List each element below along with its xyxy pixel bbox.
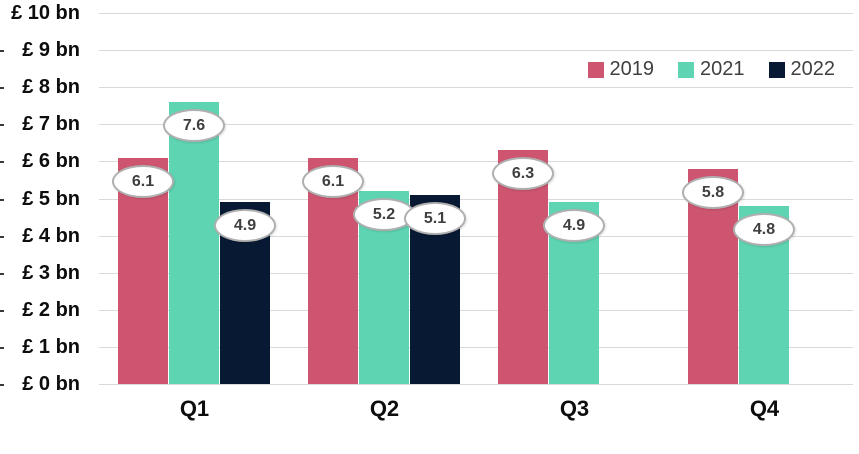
gridline [99, 13, 853, 14]
y-axis-tick-label: £ 7 bn [22, 113, 80, 136]
gridline [99, 87, 853, 89]
y-axis-tick-label: £ 10 bn [11, 2, 80, 24]
legend-item-2021: 2021 [678, 58, 745, 81]
y-axis-tick-label: £ 5 bn [22, 187, 80, 210]
data-label-2019-q4: 5.8 [682, 176, 744, 209]
y-axis-tick-mark [0, 161, 4, 164]
y-axis-tick-label: £ 1 bn [22, 335, 80, 358]
data-label-2019-q1: 6.1 [112, 165, 174, 198]
x-axis-label-q1: Q1 [179, 396, 210, 421]
legend-swatch-2022 [768, 61, 785, 78]
data-label-2019-q3: 6.3 [492, 157, 554, 190]
y-axis-tick-label: £ 3 bn [22, 261, 80, 284]
gridline [99, 272, 853, 274]
gridline [99, 309, 853, 311]
y-axis-tick-label: £ 4 bn [22, 224, 80, 247]
data-label-2022-q2: 5.1 [404, 202, 466, 235]
legend-item-2019: 2019 [587, 58, 655, 81]
y-axis-tick-mark [0, 346, 4, 349]
gridline [99, 124, 853, 126]
y-axis-tick-mark [0, 384, 4, 386]
gridline [99, 235, 853, 237]
x-axis-label-q4: Q4 [749, 396, 780, 421]
x-axis-label-q3: Q3 [559, 396, 590, 421]
gridline [99, 50, 853, 52]
legend-label-2021: 2021 [700, 58, 745, 80]
legend-swatch-2019 [587, 61, 604, 78]
data-label-2021-q1: 7.6 [163, 109, 225, 142]
legend-item-2022: 2022 [768, 58, 836, 81]
chart-legend: 2019 2021 2022 [587, 58, 836, 81]
y-axis-tick-label: £ 0 bn [22, 373, 80, 395]
data-label-2019-q2: 6.1 [302, 165, 364, 198]
y-axis-tick-mark [0, 124, 4, 127]
y-axis-tick-mark [0, 87, 4, 90]
y-axis-tick-label: £ 2 bn [22, 298, 80, 321]
legend-label-2019: 2019 [609, 58, 655, 80]
y-axis-tick-mark [0, 272, 4, 275]
y-axis-tick-mark [0, 50, 4, 53]
gridline [99, 161, 853, 163]
y-axis-tick-label: £ 9 bn [22, 39, 80, 62]
gridline [99, 198, 853, 200]
data-label-2022-q1: 4.9 [214, 209, 276, 242]
x-axis-label-q2: Q2 [369, 396, 400, 421]
y-axis-tick-mark [0, 235, 4, 238]
y-axis-tick-mark [0, 309, 4, 312]
bar-2021-q1 [169, 102, 219, 384]
gridline [99, 384, 853, 385]
y-axis-tick-mark [0, 198, 4, 201]
gridline [99, 346, 853, 348]
legend-label-2022: 2022 [790, 58, 836, 80]
data-label-2021-q4: 4.8 [733, 213, 795, 246]
legend-swatch-2021 [678, 61, 694, 78]
data-label-2021-q3: 4.9 [543, 209, 605, 242]
y-axis-tick-label: £ 8 bn [22, 76, 80, 99]
y-axis-tick-label: £ 6 bn [22, 150, 80, 173]
